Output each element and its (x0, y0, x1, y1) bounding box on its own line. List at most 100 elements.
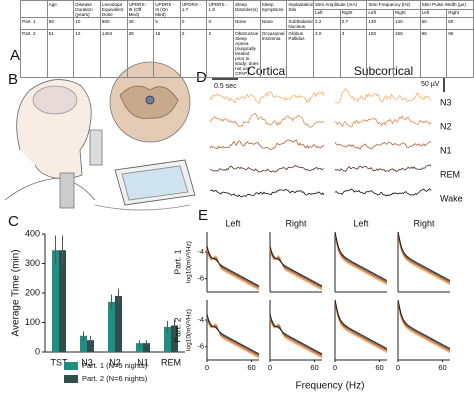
psd-curve (206, 314, 260, 356)
legend-label: Part. 1 (N=5 nights) (82, 361, 148, 370)
panel-letter: A (10, 47, 20, 64)
bar (115, 295, 122, 352)
stage-label: N1 (440, 145, 452, 155)
bar (59, 250, 66, 352)
psd-curve (206, 316, 260, 358)
psd-curve (206, 247, 260, 289)
table-cell: 60 (446, 17, 474, 31)
psd-curve (206, 246, 260, 288)
patient-table: Age Disease Duration (years) Levodopa Equi… (20, 0, 474, 78)
table-cell: 2.7 (339, 17, 368, 31)
psd-curve (269, 314, 323, 356)
psd-curve (397, 300, 451, 354)
y-tick-label: 400 (25, 228, 40, 238)
table-cell: Subthalamic Nucleus (286, 17, 315, 31)
time-scale-label: 0.5 sec (214, 83, 237, 90)
psd-curve (334, 300, 388, 354)
row-label: Part. 2 (20, 29, 48, 78)
subheader-cell: Left (313, 8, 341, 19)
spectra-x-tick-label: 60 (310, 363, 318, 372)
header-cell (20, 0, 48, 19)
table-cell: 49 (126, 17, 155, 31)
eeg-trace (209, 188, 325, 198)
psd-curve (397, 231, 451, 281)
table-row: Part. 2 51 12 1404 39 16 2 2 Obstructive Sleep A… (20, 29, 474, 78)
x-tick-label: REM (161, 357, 181, 367)
table-cell: None (259, 17, 288, 31)
table-cell: 130 (392, 17, 421, 31)
subheader-cell: Right (339, 8, 368, 19)
spectra-y-tick-label: -6 (197, 274, 204, 283)
spectra-x-label: Frequency (Hz) (296, 381, 365, 392)
y-tick-label: 200 (25, 287, 40, 297)
table-cell: 130 (366, 17, 394, 31)
table-cell: Occasional Insomnia (259, 29, 288, 78)
bar (87, 340, 94, 352)
spectra-x-tick-label: 0 (333, 363, 337, 372)
subheader-cell: Right (446, 8, 474, 19)
eeg-trace (209, 91, 325, 104)
header-cell: Stim Amplitude (mA) (313, 0, 368, 10)
psd-curve (397, 299, 451, 353)
spectra-row-label: Part. 1 (172, 249, 182, 274)
psd-curve (334, 299, 388, 349)
psd-curve (334, 231, 388, 284)
header-row: Age Disease Duration (years) Levodopa Equi… (20, 0, 474, 19)
stage-label: REM (440, 169, 460, 179)
eeg-trace (334, 114, 432, 128)
spectra-y-label: log10(mV²/Hz) (186, 241, 193, 283)
table-cell: 800 (99, 17, 128, 31)
header-cell: UPDRS - III (Off Med) (126, 0, 155, 19)
table-cell: 51 (46, 29, 75, 78)
table-cell: 12 (73, 29, 101, 78)
psd-curve (334, 299, 388, 353)
table-cell: 16 (153, 29, 181, 78)
x-tick-label: N2 (109, 357, 121, 367)
panel-letter: E (198, 207, 208, 224)
spectra-x-tick-label: 0 (396, 363, 400, 372)
table-cell: Obstructive Sleep Apnea (surgically trea… (233, 29, 261, 78)
table-cell: 90 (446, 29, 474, 78)
psd-curve (397, 231, 451, 284)
stage-label: N3 (440, 97, 452, 107)
table-cell: 60 (419, 17, 448, 31)
table-cell: 150 (366, 29, 394, 78)
header-cell: UPDRS - 1.7 (179, 0, 208, 19)
header-cell: UPDRS - III (On Med) (153, 0, 181, 19)
header-cell: Stim Frequency (Hz) (366, 0, 421, 10)
subheader-cell: Left (366, 8, 394, 19)
spectra-row-label: Part. 2 (172, 317, 182, 342)
eeg-trace (209, 165, 325, 173)
stage-label: N2 (440, 121, 452, 131)
spectra-column-title: Left (225, 218, 241, 228)
bar (143, 343, 150, 352)
bar (80, 335, 87, 352)
eeg-trace (334, 87, 432, 104)
bar (164, 326, 171, 352)
eeg-trace (334, 164, 432, 173)
eeg-trace (334, 141, 432, 150)
psd-curve (334, 231, 388, 282)
header-cell: Sleep Disorder(s) (233, 0, 261, 19)
psd-curve (397, 232, 451, 286)
psd-curve (206, 249, 260, 291)
psd-curve (206, 315, 260, 357)
bar (171, 325, 178, 352)
psd-curve (334, 232, 388, 286)
header-cell: Age (46, 0, 75, 19)
y-axis-label: Average Time (min) (11, 249, 22, 336)
subheader-cell: Right (392, 8, 421, 19)
spectra-y-label: log10(mV²/Hz) (186, 309, 193, 351)
psd-curve (206, 248, 260, 290)
psd-curve (334, 231, 388, 281)
x-tick-label: TST (51, 357, 69, 367)
header-cell: Stim Pulse Width (µs) (419, 0, 474, 10)
psd-curve (334, 231, 388, 285)
psd-curve (397, 299, 451, 352)
amp-scale-label: 50 µV (421, 81, 440, 88)
panel-b-illustration (4, 61, 196, 211)
x-tick-label: N3 (81, 357, 93, 367)
psd-curve (334, 299, 388, 350)
